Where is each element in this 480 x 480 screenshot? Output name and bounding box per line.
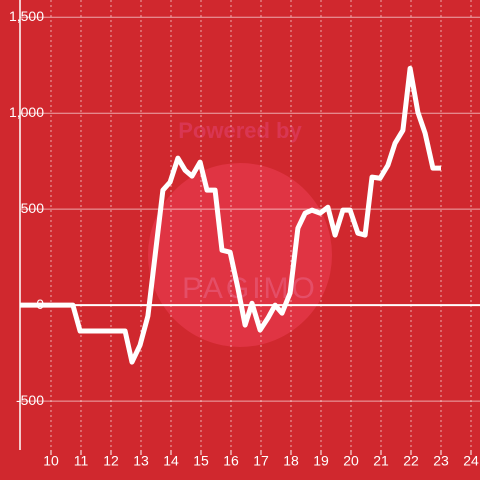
watermark-logo: PAGIMO <box>182 272 318 305</box>
x-tick-label: 19 <box>313 453 329 469</box>
y-tick-label: 1,500 <box>9 8 44 24</box>
y-tick-label: -500 <box>16 392 44 408</box>
x-tick-label: 15 <box>193 453 209 469</box>
x-tick-label: 16 <box>223 453 239 469</box>
data-line <box>20 65 441 365</box>
x-tick-label: 17 <box>253 453 269 469</box>
watermark-text: Powered by <box>178 118 302 143</box>
y-tick-label: 500 <box>21 200 45 216</box>
x-tick-label: 24 <box>463 453 479 469</box>
x-tick-label: 14 <box>163 453 179 469</box>
x-tick-label: 20 <box>343 453 359 469</box>
x-tick-label: 10 <box>43 453 59 469</box>
watermark-circle <box>148 163 332 347</box>
x-tick-label: 11 <box>74 453 89 469</box>
x-tick-label: 22 <box>403 453 419 469</box>
x-tick-label: 18 <box>283 453 299 469</box>
x-tick-label: 21 <box>373 453 389 469</box>
x-tick-label: 12 <box>103 453 119 469</box>
x-tick-label: 23 <box>433 453 449 469</box>
x-tick-label: 13 <box>133 453 149 469</box>
y-tick-label: 1,000 <box>9 104 44 120</box>
